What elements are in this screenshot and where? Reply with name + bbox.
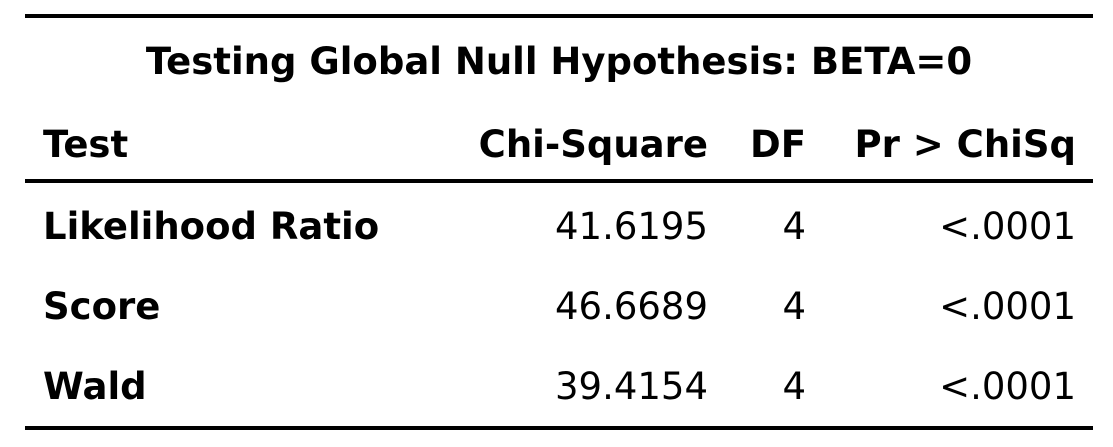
table-title: Testing Global Null Hypothesis: BETA=0 [145, 40, 973, 83]
row-chi-square: 41.6195 [554, 205, 708, 248]
row-test-name: Score [43, 285, 161, 328]
header-df: DF [750, 123, 806, 166]
header-rule [25, 179, 1093, 183]
row-df: 4 [782, 285, 806, 328]
row-df: 4 [782, 365, 806, 408]
row-p-value: <.0001 [939, 205, 1076, 248]
row-p-value: <.0001 [939, 285, 1076, 328]
top-rule [25, 14, 1093, 18]
header-test: Test [43, 123, 129, 166]
header-chi-square: Chi-Square [478, 123, 708, 166]
row-test-name: Likelihood Ratio [43, 205, 380, 248]
row-df: 4 [782, 205, 806, 248]
row-p-value: <.0001 [939, 365, 1076, 408]
bottom-rule [25, 426, 1093, 430]
row-chi-square: 46.6689 [554, 285, 708, 328]
header-p-value: Pr > ChiSq [854, 123, 1076, 166]
row-chi-square: 39.4154 [554, 365, 708, 408]
row-test-name: Wald [43, 365, 147, 408]
